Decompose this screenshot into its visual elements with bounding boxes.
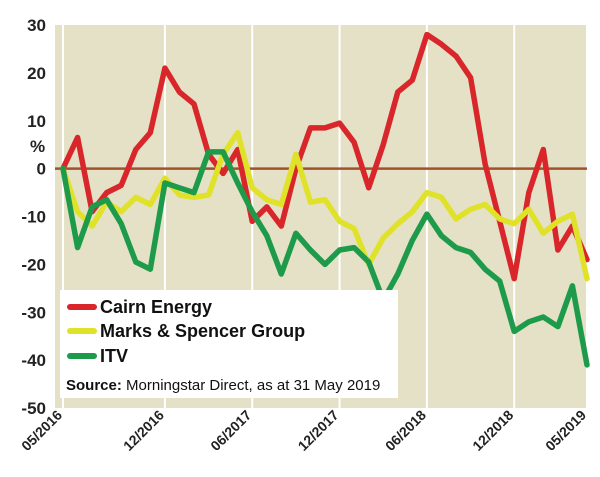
y-tick-label: 10 xyxy=(27,112,46,131)
x-tick-label: 12/2018 xyxy=(469,407,516,454)
x-tick-label: 12/2016 xyxy=(120,407,167,454)
y-tick-label: -20 xyxy=(21,255,46,274)
y-tick-label: 0 xyxy=(37,160,46,179)
series-lines xyxy=(60,31,590,368)
x-tick-label: 05/2019 xyxy=(542,407,589,454)
x-tick-label: 12/2017 xyxy=(295,407,342,454)
legend: Cairn Energy Marks & Spencer Group ITV S… xyxy=(60,290,398,398)
y-tick-label: -30 xyxy=(21,303,46,322)
legend-label-itv: ITV xyxy=(100,346,128,366)
source-text: Morningstar Direct, as at 31 May 2019 xyxy=(122,377,380,394)
x-axis-ticks: 05/2016 12/2016 06/2017 12/2017 06/2018 12/20… xyxy=(18,407,589,454)
y-axis-ticks: 30 20 10 0 -10 -20 -30 -40 -50 xyxy=(21,16,46,418)
y-tick-label: -40 xyxy=(21,351,46,370)
x-tick-label: 06/2017 xyxy=(207,407,254,454)
source-note: Source: Morningstar Direct, as at 31 May… xyxy=(66,377,380,394)
legend-label-marks-spencer: Marks & Spencer Group xyxy=(100,321,305,341)
y-tick-label: -10 xyxy=(21,208,46,227)
legend-label-cairn-energy: Cairn Energy xyxy=(100,297,212,317)
y-tick-label: 30 xyxy=(27,16,46,35)
y-tick-label: 20 xyxy=(27,64,46,83)
source-label: Source: xyxy=(66,377,122,394)
y-unit-label: % xyxy=(30,137,45,156)
legend-box xyxy=(60,290,398,398)
x-tick-label: 06/2018 xyxy=(382,407,429,454)
y-tick-label: -50 xyxy=(21,399,46,418)
series-line-marks-spencer-group xyxy=(60,129,590,282)
series-line-itv xyxy=(60,149,590,368)
